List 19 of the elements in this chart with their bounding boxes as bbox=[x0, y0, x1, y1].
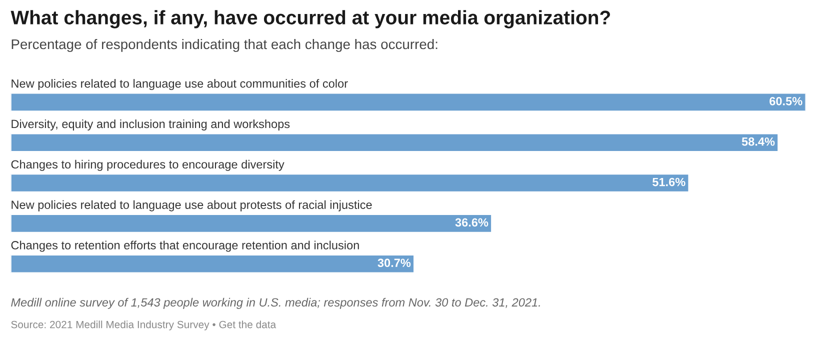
source-note: Source: 2021 Medill Media Industry Survey • Get the data bbox=[11, 320, 276, 330]
data-label: 58.4% bbox=[742, 137, 775, 146]
bar bbox=[10, 214, 492, 234]
data-label: 36.6% bbox=[455, 218, 488, 227]
bar bbox=[10, 173, 690, 193]
y-tick-label: New policies related to language use about communities of color bbox=[12, 79, 348, 90]
y-tick-label: Changes to retention efforts that encourage retention and inclusion bbox=[11, 240, 359, 252]
text: Medill online survey of 1,543 people working in U.S. media; responses from Nov. 30 to Dec. 31, 2021. bbox=[11, 298, 540, 309]
data-label: 60.5% bbox=[770, 96, 802, 106]
bar bbox=[10, 92, 806, 112]
y-tick-label: Changes to hiring procedures to encourage diversity bbox=[11, 160, 284, 171]
chart-title: What changes, if any, have occurred at your media organization? bbox=[10, 10, 610, 28]
data-label: 51.6% bbox=[652, 178, 686, 186]
bar bbox=[10, 254, 415, 274]
bar bbox=[10, 132, 779, 152]
data-label: 30.7% bbox=[378, 258, 411, 268]
y-tick-label: Diversity, equity and inclusion training and workshops bbox=[12, 119, 290, 130]
chart-subtitle: Percentage of respondents indicating that each change has occurred: bbox=[12, 38, 438, 52]
y-tick-label: New policies related to language use about protests of racial injustice bbox=[12, 200, 372, 212]
